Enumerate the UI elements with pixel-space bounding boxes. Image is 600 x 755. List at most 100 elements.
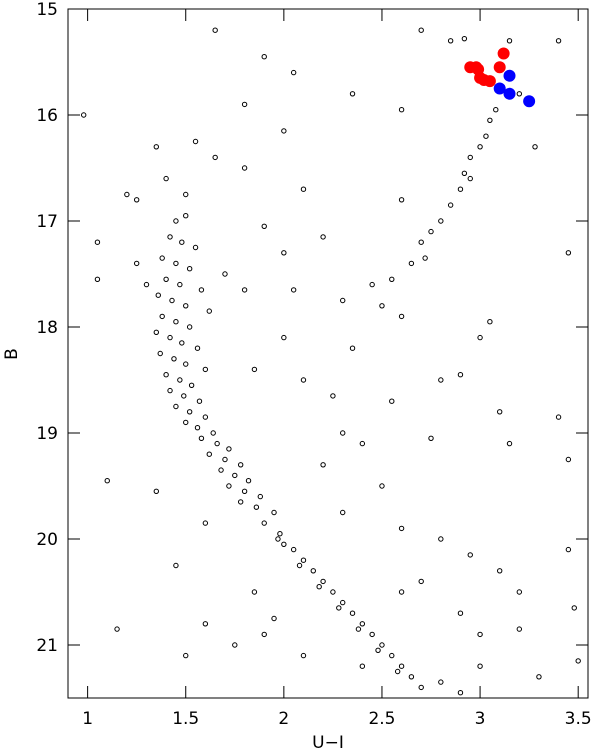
point <box>237 462 244 468</box>
point <box>320 578 326 585</box>
point <box>457 186 464 192</box>
point <box>461 170 468 177</box>
point <box>575 658 581 664</box>
point <box>340 599 346 606</box>
point <box>290 287 297 293</box>
point <box>506 440 513 447</box>
point <box>457 610 464 616</box>
point <box>281 541 287 547</box>
point <box>389 398 395 404</box>
point <box>418 239 424 245</box>
point <box>565 250 572 256</box>
point <box>275 536 281 542</box>
point <box>202 414 209 420</box>
point <box>153 488 160 494</box>
point <box>186 409 193 415</box>
point <box>143 281 150 288</box>
point <box>173 562 179 569</box>
point <box>198 287 205 293</box>
point <box>261 520 267 526</box>
point <box>261 631 267 638</box>
point <box>232 642 238 648</box>
point <box>237 499 244 505</box>
point <box>159 313 165 320</box>
point <box>418 27 424 33</box>
point <box>186 324 193 330</box>
point <box>493 61 506 74</box>
point <box>555 414 562 420</box>
point <box>320 462 326 468</box>
point <box>198 435 205 441</box>
y-tick-label: 19 <box>36 424 58 444</box>
point <box>271 615 277 622</box>
point <box>349 91 356 97</box>
point <box>428 228 434 235</box>
point <box>173 319 179 325</box>
y-tick-label: 17 <box>36 212 58 232</box>
point <box>167 334 173 341</box>
point <box>398 525 405 532</box>
point <box>179 239 185 245</box>
point <box>80 112 87 118</box>
point <box>496 568 503 574</box>
point <box>271 509 277 516</box>
point <box>171 356 177 362</box>
point <box>503 87 516 100</box>
point <box>183 191 189 198</box>
point <box>398 589 405 595</box>
point <box>153 144 160 150</box>
point <box>167 234 173 240</box>
point <box>532 144 538 150</box>
point <box>163 175 169 182</box>
point <box>177 281 183 288</box>
point <box>133 260 140 267</box>
y-tick-label: 18 <box>36 318 58 338</box>
point <box>177 377 183 383</box>
point <box>169 297 175 304</box>
point <box>516 91 523 97</box>
point <box>457 690 464 696</box>
point <box>196 398 203 404</box>
y-tick-label: 15 <box>36 0 58 20</box>
point <box>281 334 287 341</box>
point <box>487 319 493 325</box>
point <box>253 504 260 510</box>
point <box>516 589 523 595</box>
point <box>461 35 468 42</box>
point <box>340 509 346 516</box>
point <box>359 621 366 627</box>
point <box>349 345 356 351</box>
point <box>379 642 385 648</box>
point <box>173 218 179 224</box>
point <box>355 626 362 632</box>
x-tick-label: 1.5 <box>172 709 199 729</box>
point <box>467 154 473 161</box>
point <box>369 631 375 638</box>
y-tick-label: 21 <box>36 636 58 656</box>
point <box>159 255 165 261</box>
point <box>251 589 258 595</box>
point <box>104 478 110 484</box>
point <box>232 472 238 479</box>
point <box>173 403 179 410</box>
point <box>394 668 401 675</box>
point <box>477 144 483 150</box>
point <box>192 244 199 251</box>
point <box>359 440 366 447</box>
point <box>447 202 454 208</box>
point <box>155 292 161 298</box>
point <box>241 287 248 293</box>
point <box>296 562 303 569</box>
point <box>202 366 209 373</box>
point <box>281 250 287 256</box>
point <box>477 663 483 669</box>
point <box>183 303 189 309</box>
point <box>251 366 258 373</box>
point <box>506 38 513 44</box>
point <box>565 456 572 463</box>
point <box>398 663 405 669</box>
point <box>218 467 224 473</box>
point <box>349 610 356 616</box>
point <box>320 234 326 240</box>
point <box>192 138 199 145</box>
